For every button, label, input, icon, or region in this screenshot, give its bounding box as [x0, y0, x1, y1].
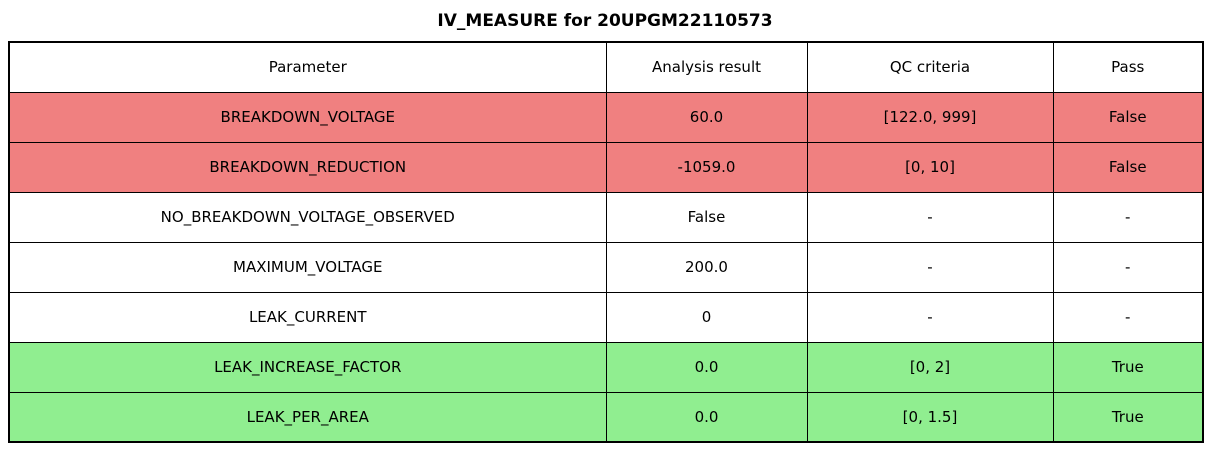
cell-qc-criteria: [0, 1.5]: [806, 391, 1054, 443]
cell-analysis-result: 0.0: [605, 341, 808, 393]
cell-qc-criteria: -: [806, 291, 1054, 343]
table-row: LEAK_INCREASE_FACTOR 0.0 [0, 2] True: [8, 341, 1204, 393]
header-qc-criteria: QC criteria: [806, 41, 1054, 93]
table-row: BREAKDOWN_VOLTAGE 60.0 [122.0, 999] False: [8, 91, 1204, 143]
cell-parameter: NO_BREAKDOWN_VOLTAGE_OBSERVED: [8, 191, 607, 243]
cell-parameter: BREAKDOWN_VOLTAGE: [8, 91, 607, 143]
header-pass: Pass: [1052, 41, 1204, 93]
cell-pass: -: [1052, 241, 1204, 293]
table-body: BREAKDOWN_VOLTAGE 60.0 [122.0, 999] False BR…: [8, 91, 1204, 443]
cell-qc-criteria: [122.0, 999]: [806, 91, 1054, 143]
cell-analysis-result: 0: [605, 291, 808, 343]
cell-pass: True: [1052, 341, 1204, 393]
cell-parameter: MAXIMUM_VOLTAGE: [8, 241, 607, 293]
cell-analysis-result: 60.0: [605, 91, 808, 143]
table-row: BREAKDOWN_REDUCTION -1059.0 [0, 10] False: [8, 141, 1204, 193]
cell-pass: -: [1052, 191, 1204, 243]
table-row: LEAK_CURRENT 0- -: [8, 291, 1204, 343]
cell-pass: -: [1052, 291, 1204, 343]
table-row: MAXIMUM_VOLTAGE 200.0- -: [8, 241, 1204, 293]
cell-qc-criteria: [0, 2]: [806, 341, 1054, 393]
cell-analysis-result: 0.0: [605, 391, 808, 443]
cell-qc-criteria: [0, 10]: [806, 141, 1054, 193]
cell-pass: True: [1052, 391, 1204, 443]
cell-parameter: LEAK_INCREASE_FACTOR: [8, 341, 607, 393]
cell-parameter: LEAK_PER_AREA: [8, 391, 607, 443]
header-analysis-result: Analysis result: [605, 41, 808, 93]
header-parameter: Parameter: [8, 41, 607, 93]
cell-pass: False: [1052, 91, 1204, 143]
table-row: NO_BREAKDOWN_VOLTAGE_OBSERVED False - -: [8, 191, 1204, 243]
cell-analysis-result: False: [605, 191, 808, 243]
cell-analysis-result: 200.0: [605, 241, 808, 293]
header-row: Parameter Analysis result QC criteria Pa…: [8, 41, 1204, 93]
cell-analysis-result: -1059.0: [605, 141, 808, 193]
cell-pass: False: [1052, 141, 1204, 193]
page-title: IV_MEASURE for 20UPGM22110573: [437, 11, 773, 31]
cell-parameter: BREAKDOWN_REDUCTION: [8, 141, 607, 193]
table-row: LEAK_PER_AREA 0.0 [0, 1.5] True: [8, 391, 1204, 443]
cell-parameter: LEAK_CURRENT: [8, 291, 607, 343]
qc-results-table: Parameter Analysis result QC criteria Pa…: [8, 41, 1204, 443]
cell-qc-criteria: -: [806, 241, 1054, 293]
cell-qc-criteria: -: [806, 191, 1054, 243]
